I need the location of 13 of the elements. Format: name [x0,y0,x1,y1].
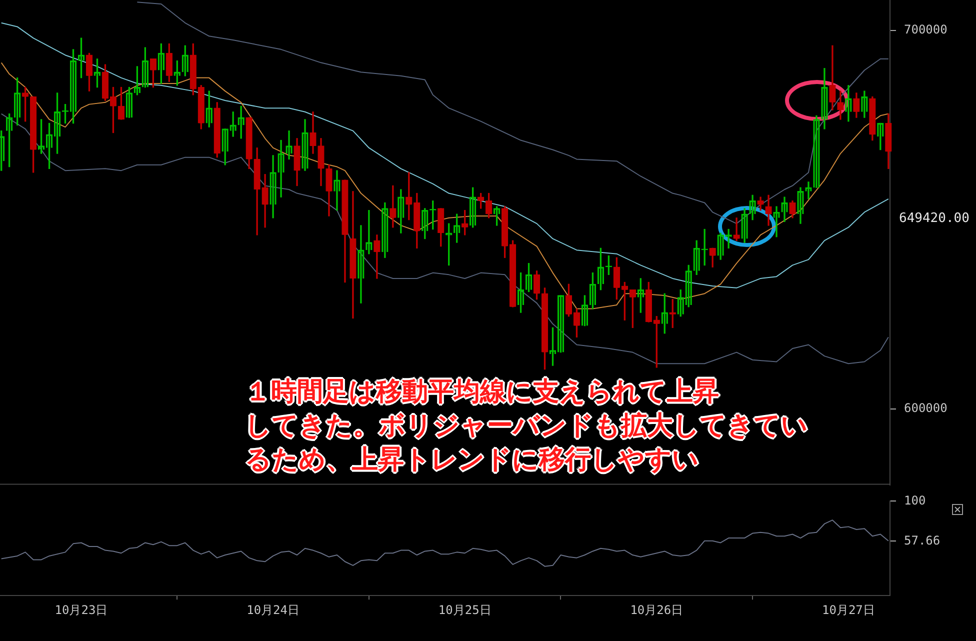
y-tick-label: 57.66 [904,533,940,548]
x-tick-label: 10月27日 [822,602,875,617]
x-tick-label: 10月23日 [54,602,108,617]
x-tick-label: 10月26日 [630,602,684,617]
y-tick-label: 700000 [904,22,948,37]
annotation: るため、上昇トレンドに移行しやすい [245,445,699,475]
y-tick-label: 100 [904,493,926,508]
annotation: してきた。ボリジャーバンドも拡大してきてい [245,411,808,441]
annotation: １時間足は移動平均線に支えられて上昇 [245,377,719,407]
y-tick-label: 600000 [904,401,948,416]
x-tick-label: 10月24日 [246,602,300,617]
x-tick-label: 10月25日 [438,602,492,617]
text: 649420.00 [899,210,970,228]
